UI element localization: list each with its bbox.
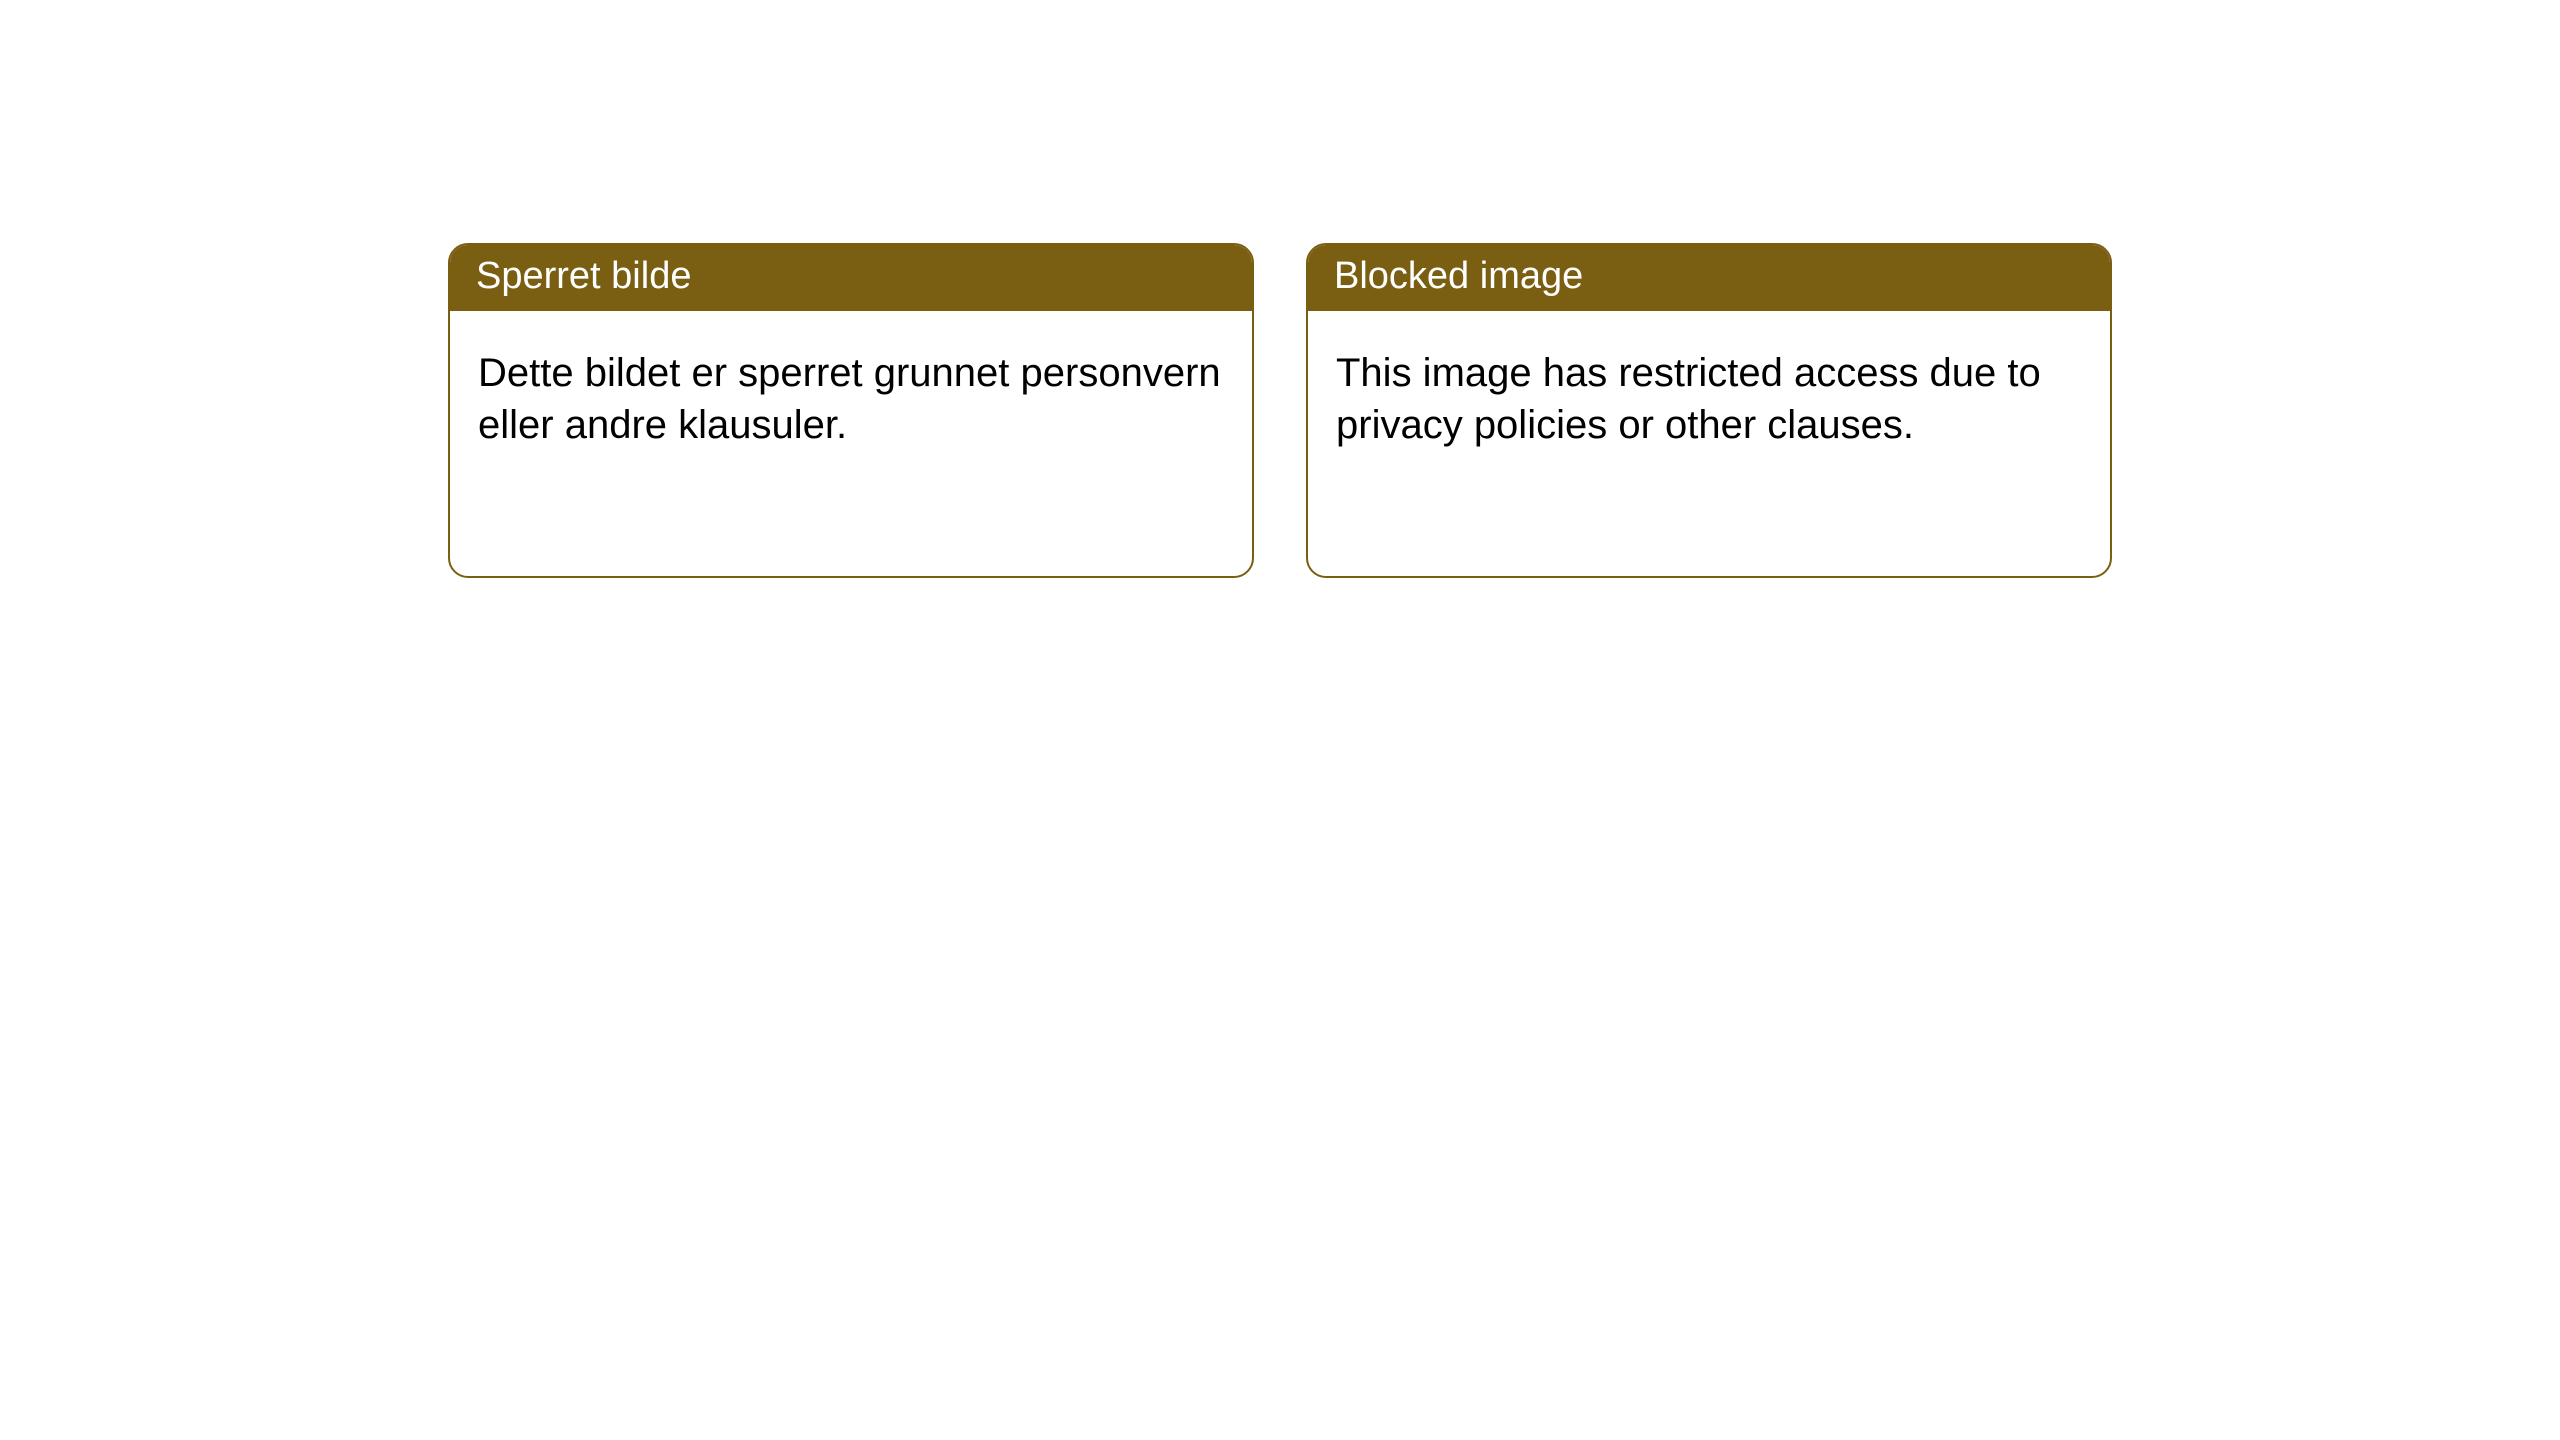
card-message: This image has restricted access due to … bbox=[1336, 351, 2041, 447]
card-header: Blocked image bbox=[1308, 245, 2110, 311]
blocked-image-card-english: Blocked image This image has restricted … bbox=[1306, 243, 2112, 578]
card-title: Blocked image bbox=[1334, 255, 1583, 297]
card-body: Dette bildet er sperret grunnet personve… bbox=[450, 311, 1252, 487]
card-message: Dette bildet er sperret grunnet personve… bbox=[478, 351, 1221, 447]
card-header: Sperret bilde bbox=[450, 245, 1252, 311]
card-body: This image has restricted access due to … bbox=[1308, 311, 2110, 487]
notice-container: Sperret bilde Dette bildet er sperret gr… bbox=[0, 0, 2560, 578]
card-title: Sperret bilde bbox=[476, 255, 691, 297]
blocked-image-card-norwegian: Sperret bilde Dette bildet er sperret gr… bbox=[448, 243, 1254, 578]
